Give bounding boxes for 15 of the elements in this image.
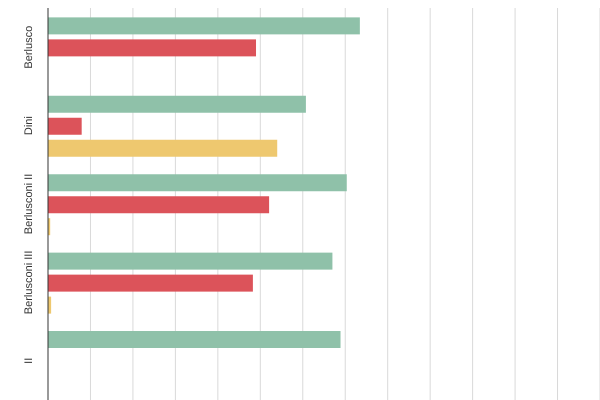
y-tick-label: Berlusconi II [23, 174, 35, 234]
bar [48, 331, 341, 348]
bar [48, 140, 278, 157]
y-tick-label: Berlusconi III [23, 250, 35, 314]
y-tick-label: II [23, 358, 35, 364]
bar [48, 39, 256, 56]
bar [48, 174, 347, 192]
bar [48, 252, 332, 270]
bar [48, 96, 306, 113]
y-tick-label: Dini [23, 116, 35, 136]
bar [48, 118, 82, 135]
bar [48, 196, 270, 214]
bar [48, 17, 360, 34]
bar [48, 274, 253, 292]
y-tick-label: Berlusco [23, 26, 35, 69]
